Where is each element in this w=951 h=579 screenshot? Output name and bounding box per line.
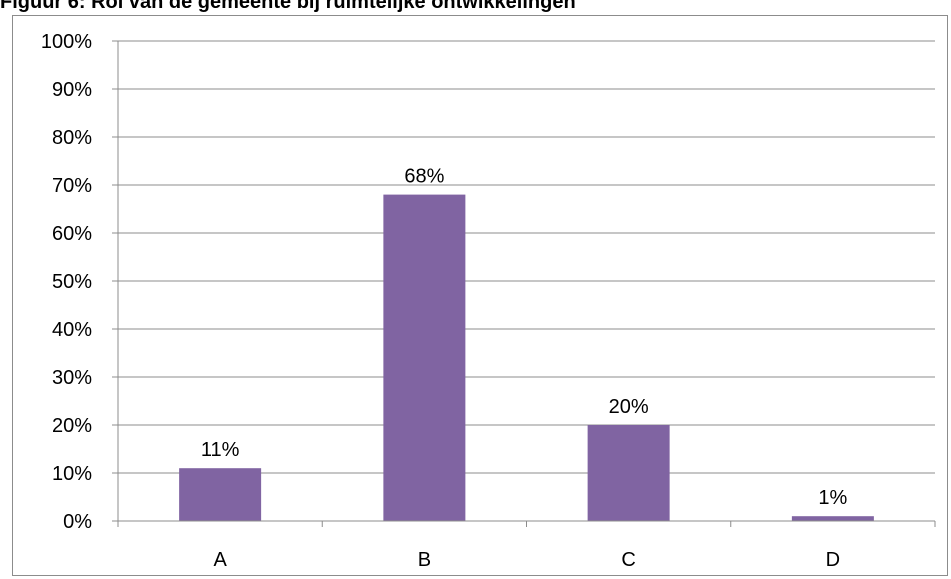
y-tick-label: 50% <box>52 271 92 293</box>
x-tick-label-c: C <box>621 549 635 571</box>
gridlines <box>118 40 935 474</box>
y-axis-tick-labels: 0% 10% 20% 30% 40% 50% 60% 70% 80% 90% 100% <box>41 31 92 533</box>
data-label-b: 68% <box>404 166 444 188</box>
y-tick-label: 10% <box>52 463 92 485</box>
x-axis-tick-labels: A B C D <box>213 549 840 571</box>
y-tick-label: 20% <box>52 415 92 437</box>
bar-a <box>179 468 262 521</box>
chart-frame <box>12 15 948 576</box>
figure-title: Figuur 6: Rol van de gemeente bij ruimte… <box>0 0 576 13</box>
data-label-a: 11% <box>201 439 240 461</box>
bars <box>179 194 874 521</box>
y-tick-label: 80% <box>52 127 92 149</box>
bar-d <box>791 516 874 521</box>
y-tick-label: 60% <box>52 223 92 245</box>
axes <box>112 40 936 527</box>
data-label-c: 20% <box>609 396 649 418</box>
x-tick-label-a: A <box>213 549 227 571</box>
bar-c <box>587 425 670 521</box>
data-label-d: 1% <box>818 487 847 509</box>
bar-b <box>383 194 466 521</box>
data-labels: 11% 68% 20% 1% <box>201 166 848 510</box>
y-tick-label: 90% <box>52 79 92 101</box>
y-tick-label: 0% <box>63 511 92 533</box>
y-tick-label: 40% <box>52 319 92 341</box>
x-tick-label-b: B <box>418 549 431 571</box>
x-tick-label-d: D <box>826 549 840 571</box>
y-tick-label: 100% <box>41 31 92 53</box>
y-tick-label: 30% <box>52 367 92 389</box>
y-tick-label: 70% <box>52 175 92 197</box>
